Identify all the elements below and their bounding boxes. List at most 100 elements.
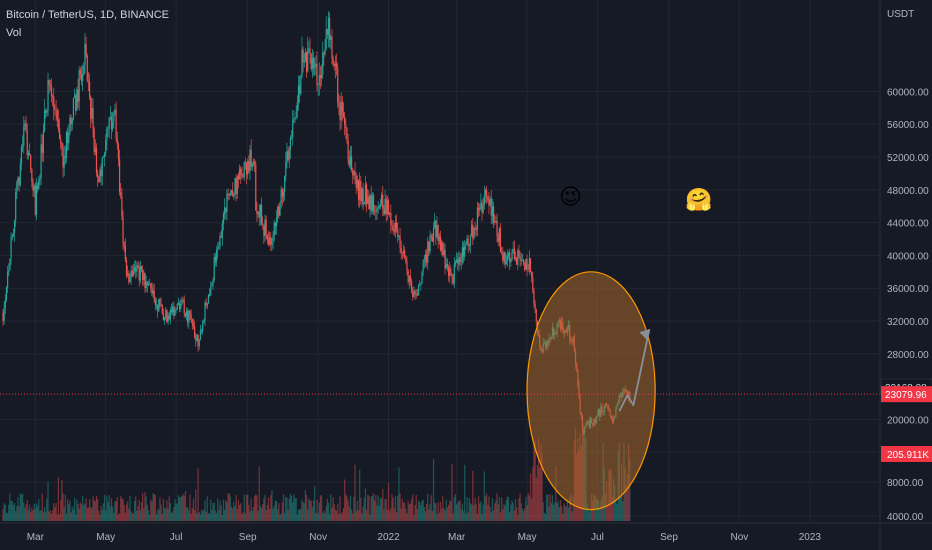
candle-body [340, 101, 342, 120]
volume-bar [345, 494, 347, 521]
candle-body [333, 63, 335, 67]
candle-body [234, 178, 236, 195]
candle-body [16, 182, 18, 193]
volume-bar [459, 500, 461, 521]
candle-body [423, 259, 425, 262]
candle-body [499, 228, 502, 253]
candle-body [269, 237, 271, 244]
candle-body [356, 179, 358, 188]
candle-body [117, 144, 120, 159]
volume-bar [79, 502, 81, 521]
hugging-face-icon[interactable]: 🤗 [685, 188, 713, 213]
volume-bar [611, 496, 614, 521]
candle-body [182, 299, 184, 301]
winking-face-icon[interactable]: 😉 [559, 185, 582, 210]
candle-body [236, 176, 238, 194]
candle-body [108, 117, 110, 128]
price-axis-tick-label: 40000.00 [887, 251, 929, 262]
volume-bar [543, 512, 545, 521]
volume-bar [50, 513, 53, 521]
volume-bar [475, 503, 477, 521]
candle-body [412, 291, 414, 298]
candle-body [271, 240, 273, 245]
candle-body [368, 196, 370, 210]
volume-bar [152, 493, 154, 521]
time-axis-tick-label: 2023 [799, 532, 822, 543]
volume-bar [363, 497, 365, 521]
candle-body [254, 161, 256, 165]
volume-bar [221, 514, 223, 521]
candle-body [429, 235, 431, 252]
volume-bar [453, 496, 455, 521]
candle-body [76, 89, 78, 111]
volume-bar [11, 500, 13, 521]
volume-bar [173, 507, 175, 521]
candle-body [375, 211, 377, 213]
candle-body [166, 310, 168, 323]
candle-body [520, 260, 522, 261]
volume-bar [396, 511, 398, 521]
candle-body [88, 81, 91, 98]
volume-bar [447, 504, 450, 521]
candle-body [513, 248, 515, 259]
candle-body [275, 217, 278, 227]
volume-bar [421, 500, 423, 521]
candle-body [86, 55, 88, 81]
candle-body [226, 193, 228, 213]
candle-body [379, 203, 382, 206]
candle-body [462, 247, 465, 257]
volume-bar [323, 510, 325, 521]
volume-bar [88, 498, 91, 521]
volume-bar [123, 504, 125, 521]
volume-bar [251, 510, 253, 521]
candle-body [438, 235, 440, 242]
volume-bar [225, 500, 227, 521]
candle-body [318, 74, 320, 85]
candle-body [369, 195, 371, 210]
candle-body [121, 195, 123, 217]
candle-body [516, 257, 518, 265]
candle-body [62, 147, 64, 168]
volume-bar [531, 498, 533, 521]
candle-body [235, 178, 237, 194]
volume-bar [365, 509, 368, 521]
volume-indicator-label[interactable]: Vol [6, 27, 22, 39]
volume-bar [520, 503, 522, 521]
volume-bar [600, 501, 602, 521]
volume-bar [124, 512, 126, 521]
candle-body [409, 275, 412, 282]
volume-bar [486, 493, 488, 521]
volume-bar [13, 502, 16, 521]
volume-bar [331, 508, 333, 521]
volume-bar [380, 498, 383, 521]
volume-bar [212, 502, 214, 521]
candle-body [350, 156, 353, 170]
volume-bar [314, 486, 316, 521]
volume-bar [353, 496, 355, 521]
volume-bar [84, 503, 86, 521]
symbol-title[interactable]: Bitcoin / TetherUS, 1D, BINANCE [6, 9, 170, 21]
candle-body [173, 306, 175, 316]
volume-bar [117, 514, 120, 521]
volume-bar [481, 513, 483, 521]
candle-body [284, 176, 286, 193]
candle-body [427, 241, 429, 263]
volume-bar [224, 509, 226, 521]
volume-bar [233, 501, 235, 521]
candle-body [430, 235, 432, 238]
volume-bar [56, 514, 58, 521]
volume-bar [16, 506, 18, 521]
candle-body [57, 119, 60, 129]
volume-bar [155, 514, 158, 521]
candle-body [17, 177, 19, 183]
volume-bar [26, 500, 28, 521]
candle-body [87, 80, 90, 82]
volume-bar [236, 509, 238, 521]
volume-bar [487, 504, 489, 521]
volume-bar [167, 508, 169, 521]
candle-body [12, 233, 14, 237]
candle-body [533, 290, 535, 304]
candle-body [197, 334, 199, 347]
candle-body [454, 262, 457, 264]
